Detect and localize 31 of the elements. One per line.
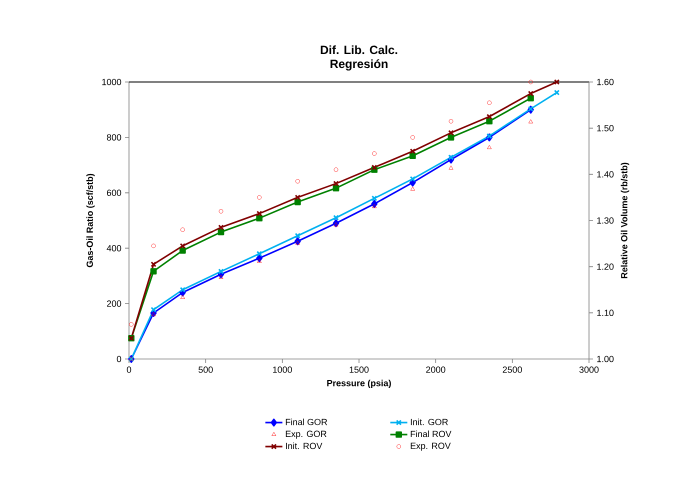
x-tick-label: 0 bbox=[126, 366, 132, 373]
legend-label: Init. GOR bbox=[410, 418, 448, 426]
legend-label: Exp. GOR bbox=[286, 430, 326, 439]
y2-tick-label: 1.10 bbox=[597, 310, 614, 316]
y-axis-title: Gas-Oil Ratio (scf/stb) bbox=[86, 174, 95, 268]
chart-subtitle: Regresión bbox=[330, 59, 388, 71]
x-tick-label: 2000 bbox=[426, 366, 446, 373]
x-tick-label: 1000 bbox=[273, 366, 292, 373]
y2-tick-label: 1.00 bbox=[597, 356, 614, 362]
y2-tick-label: 1.40 bbox=[597, 171, 614, 178]
y-tick-label: 400 bbox=[106, 245, 122, 252]
x-tick-label: 3000 bbox=[579, 366, 599, 373]
legend-label: Init. ROV bbox=[286, 442, 322, 450]
y-tick-label: 1000 bbox=[102, 78, 122, 86]
y-tick-label: 600 bbox=[106, 190, 122, 196]
legend-label: Final ROV bbox=[410, 430, 452, 438]
y2-tick-label: 1.30 bbox=[597, 217, 614, 224]
x-axis-title: Pressure (psia) bbox=[327, 380, 391, 388]
y-tick-label: 800 bbox=[106, 134, 122, 141]
x-tick-label: 2500 bbox=[502, 366, 522, 373]
y2-tick-label: 1.50 bbox=[597, 124, 614, 132]
y-tick-label: 0 bbox=[116, 356, 122, 362]
x-tick-label: 1500 bbox=[350, 366, 369, 373]
x-tick-label: 500 bbox=[198, 366, 213, 373]
legend-label: Final GOR bbox=[286, 418, 328, 426]
y2-tick-label: 1.20 bbox=[597, 263, 614, 270]
y2-axis-title: Relative Oil Volume (rb/stb) bbox=[620, 162, 630, 278]
y2-tick-label: 1.60 bbox=[597, 78, 614, 86]
y-tick-label: 200 bbox=[106, 300, 122, 307]
legend-label: Exp. ROV bbox=[410, 442, 451, 451]
chart-title: Dif. Lib. Calc. bbox=[320, 45, 398, 54]
